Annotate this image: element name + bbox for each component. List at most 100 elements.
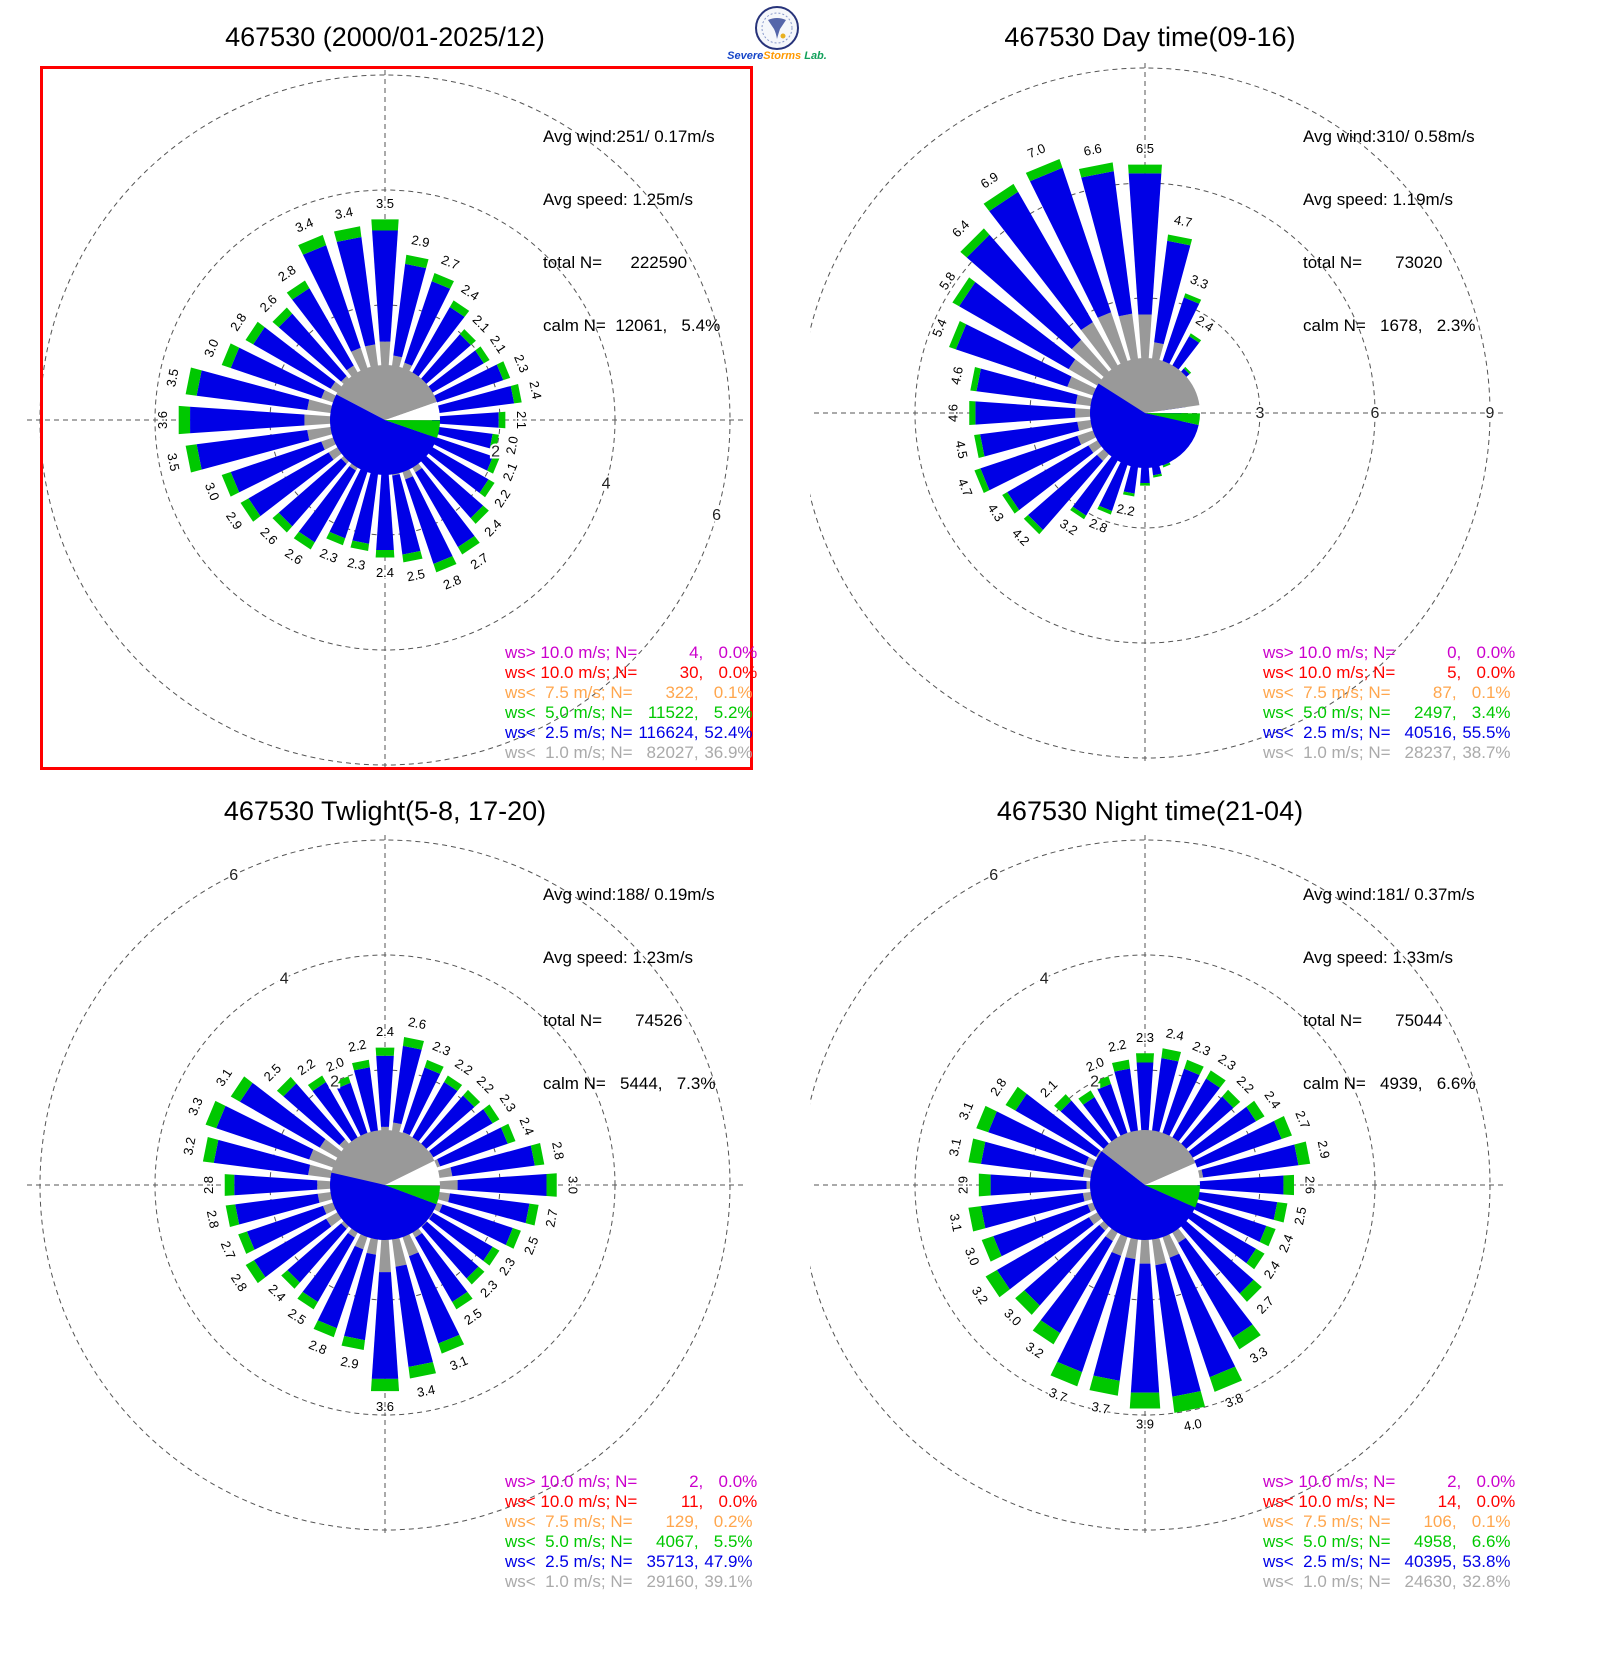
svg-text:6.5: 6.5	[1136, 141, 1154, 156]
stats-block: Avg wind:251/ 0.17m/s Avg speed: 1.25m/s…	[543, 84, 720, 378]
stat-calm-n: calm N= 4939, 6.6%	[1303, 1074, 1476, 1093]
svg-text:2.0: 2.0	[324, 1054, 346, 1075]
stats-block: Avg wind:310/ 0.58m/s Avg speed: 1.19m/s…	[1303, 84, 1475, 378]
legend-class-label: ws< 10.0 m/s; N=	[505, 1492, 638, 1511]
logo-word-severe: Severe	[727, 50, 764, 62]
legend-row-lt1: ws< 1.0 m/s; N= 28237, 38.7%	[1263, 743, 1515, 763]
stat-total-n: total N= 222590	[543, 253, 688, 272]
svg-text:2.0: 2.0	[1084, 1054, 1106, 1075]
legend-class-label: ws< 7.5 m/s; N=	[505, 1512, 633, 1531]
stat-calm-n: calm N= 12061, 5.4%	[543, 316, 721, 335]
legend-count: 2497,	[1414, 703, 1457, 722]
legend-count: 11522,	[647, 703, 699, 722]
svg-text:2.5: 2.5	[406, 566, 427, 584]
svg-text:2.4: 2.4	[516, 1115, 537, 1137]
svg-text:2.3: 2.3	[477, 1277, 500, 1300]
legend-percent: 39.1%	[704, 1572, 753, 1591]
legend-count: 2,	[1447, 1472, 1462, 1491]
svg-text:2.8: 2.8	[228, 1271, 251, 1294]
svg-text:2.0: 2.0	[503, 435, 521, 456]
legend-class-label: ws< 10.0 m/s; N=	[1263, 1492, 1396, 1511]
svg-text:2.4: 2.4	[376, 565, 394, 580]
legend-percent: 36.9%	[704, 743, 753, 762]
legend-percent: 0.0%	[1476, 1472, 1516, 1491]
svg-text:6: 6	[229, 867, 238, 884]
svg-text:3.1: 3.1	[946, 1137, 964, 1158]
lab-badge-icon	[755, 6, 799, 50]
svg-text:2.4: 2.4	[459, 281, 482, 304]
stat-avg-wind: Avg wind:251/ 0.17m/s	[543, 127, 715, 146]
svg-text:2.6: 2.6	[257, 524, 280, 547]
svg-text:2.3: 2.3	[346, 555, 367, 573]
legend-count: 129,	[665, 1512, 699, 1531]
legend-class-label: ws< 1.0 m/s; N=	[505, 1572, 633, 1591]
legend-percent: 5.5%	[713, 1532, 753, 1551]
windrose-chart-twilight: 2.4 2.62.32.22.22.32.42.83.02.72.52.32.32…	[27, 835, 743, 1537]
svg-text:2.2: 2.2	[1234, 1073, 1257, 1096]
legend-count: 5,	[1447, 663, 1462, 682]
svg-text:2.3: 2.3	[1136, 1030, 1154, 1045]
legend-row-lt1: ws< 1.0 m/s; N= 82027, 36.9%	[505, 743, 757, 763]
svg-text:4.5: 4.5	[952, 439, 970, 460]
logo-word-lab: Lab.	[804, 50, 827, 62]
legend-percent: 55.5%	[1462, 723, 1511, 742]
legend-count: 14,	[1437, 1492, 1462, 1511]
stats-block: Avg wind:181/ 0.37m/s Avg speed: 1.33m/s…	[1303, 842, 1475, 1136]
logo-word-storms: Storms	[763, 50, 802, 62]
legend-percent: 0.0%	[718, 1472, 758, 1491]
svg-text:4: 4	[602, 475, 611, 492]
svg-text:2.7: 2.7	[439, 252, 461, 273]
stat-total-n: total N= 73020	[1303, 253, 1443, 272]
legend-count: 35713,	[646, 1552, 699, 1571]
panel-twilight[interactable]: 2.4 2.6 2.3 2.2 2.2 2.3 2.4 2.8 3.0 2.7 2.5 2.3 2.3 2…	[0, 790, 810, 1660]
legend-class-label: ws< 5.0 m/s; N=	[1263, 1532, 1391, 1551]
svg-text:2.2: 2.2	[1115, 501, 1136, 519]
legend-class-label: ws< 7.5 m/s; N=	[1263, 1512, 1391, 1531]
legend-class-label: ws< 1.0 m/s; N=	[1263, 743, 1391, 762]
svg-text:2.4: 2.4	[376, 1024, 394, 1039]
legend-class-label: ws> 10.0 m/s; N=	[505, 1472, 638, 1491]
svg-text:2.7: 2.7	[468, 550, 491, 573]
svg-text:2.5: 2.5	[1291, 1206, 1309, 1227]
svg-text:2.4: 2.4	[526, 380, 544, 401]
svg-text:2.1: 2.1	[470, 312, 493, 335]
svg-text:2.1: 2.1	[514, 411, 529, 429]
svg-text:2.8: 2.8	[307, 1337, 329, 1358]
legend-row-gt10: ws> 10.0 m/s; N= 4, 0.0%	[505, 643, 757, 663]
legend-row-lt10: ws< 10.0 m/s; N= 30, 0.0%	[505, 663, 757, 683]
svg-text:2.2: 2.2	[1107, 1037, 1128, 1055]
svg-text:2.6: 2.6	[1303, 1176, 1318, 1194]
legend-block: ws> 10.0 m/s; N= 2, 0.0% ws< 10.0 m/s; N= 11…	[505, 1472, 757, 1592]
panel-all-period[interactable]: 3.5 2.9 2.7 2.4 2.1 2.1 2.3 2.4 2.1 2.0 2.1 2.2 2.4 2…	[0, 0, 810, 790]
legend-count: 11,	[680, 1492, 704, 1511]
legend-row-lt2_5: ws< 2.5 m/s; N= 40395, 53.8%	[1263, 1552, 1515, 1572]
legend-percent: 0.0%	[1476, 643, 1516, 662]
windrose-chart-day: 6.5 4.7 3.3 2.4 2.2 2.8 3.2 4.24.3 4.7 4.5 4.6 4.6 5…	[810, 63, 1503, 765]
svg-text:2.8: 2.8	[201, 1176, 216, 1194]
legend-count: 4958,	[1414, 1532, 1457, 1551]
legend-row-lt7_5: ws< 7.5 m/s; N= 106, 0.1%	[1263, 1512, 1515, 1532]
svg-text:4.0: 4.0	[1182, 1416, 1203, 1434]
stat-calm-n: calm N= 5444, 7.3%	[543, 1074, 716, 1093]
legend-class-label: ws< 5.0 m/s; N=	[1263, 703, 1391, 722]
legend-count: 4067,	[656, 1532, 699, 1551]
svg-text:3.5: 3.5	[164, 452, 182, 473]
svg-text:3.3: 3.3	[1188, 271, 1210, 292]
svg-text:2.8: 2.8	[441, 572, 463, 593]
svg-text:2.3: 2.3	[430, 1038, 452, 1059]
stat-avg-wind: Avg wind:181/ 0.37m/s	[1303, 885, 1475, 904]
legend-count: 4,	[689, 643, 704, 662]
lab-logo-text: SevereStorms Lab.	[712, 51, 842, 62]
legend-row-lt7_5: ws< 7.5 m/s; N= 129, 0.2%	[505, 1512, 757, 1532]
svg-text:3.0: 3.0	[566, 1176, 581, 1194]
legend-row-lt1: ws< 1.0 m/s; N= 29160, 39.1%	[505, 1572, 757, 1592]
svg-text:2.4: 2.4	[1261, 1258, 1284, 1281]
stat-avg-wind: Avg wind:310/ 0.58m/s	[1303, 127, 1475, 146]
svg-text:3.0: 3.0	[201, 337, 222, 359]
legend-row-lt10: ws< 10.0 m/s; N= 14, 0.0%	[1263, 1492, 1515, 1512]
panel-night-time[interactable]: 2.3 2.4 2.3 2.3 2.2 2.4 2.7 2.9 2.6 2.5 2.4 2.4 2.7 3…	[810, 790, 1620, 1660]
svg-text:2.8: 2.8	[549, 1140, 567, 1161]
panel-day-time[interactable]: 6.5 4.7 3.3 2.4 2.2 2.8 3.2 4.2 4.3 4.7 4.5 4.6 4.6 5…	[810, 0, 1620, 790]
legend-block: ws> 10.0 m/s; N= 2, 0.0% ws< 10.0 m/s; N= 14…	[1263, 1472, 1515, 1592]
panel-title: 467530 Night time(21-04)	[996, 796, 1304, 826]
